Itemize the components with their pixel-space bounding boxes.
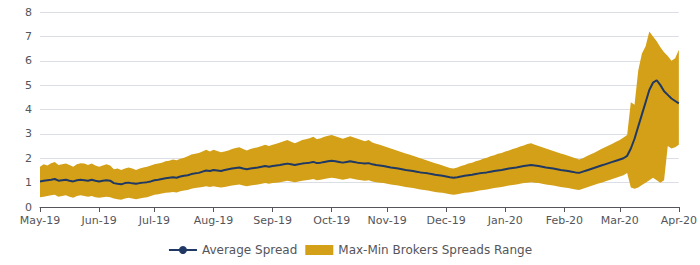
svg-text:8: 8: [25, 6, 32, 19]
svg-text:Sep-19: Sep-19: [253, 214, 292, 227]
svg-text:2: 2: [25, 152, 32, 165]
svg-text:6: 6: [25, 54, 32, 67]
svg-text:Average Spread: Average Spread: [202, 243, 297, 257]
svg-text:Oct-19: Oct-19: [313, 214, 350, 227]
svg-text:7: 7: [25, 30, 32, 43]
svg-text:Feb-20: Feb-20: [546, 214, 583, 227]
svg-text:Jul-19: Jul-19: [138, 214, 170, 227]
svg-text:Max-Min Brokers Spreads Range: Max-Min Brokers Spreads Range: [338, 243, 532, 257]
svg-text:Nov-19: Nov-19: [368, 214, 407, 227]
svg-text:5: 5: [25, 79, 32, 92]
svg-text:Jan-20: Jan-20: [487, 214, 523, 227]
svg-text:1: 1: [25, 176, 32, 189]
svg-text:May-19: May-19: [20, 214, 61, 227]
svg-text:3: 3: [25, 127, 32, 140]
svg-text:0: 0: [25, 201, 32, 214]
svg-text:4: 4: [25, 103, 32, 116]
svg-text:Aug-19: Aug-19: [194, 214, 233, 227]
svg-text:Apr-20: Apr-20: [661, 214, 697, 227]
svg-text:Mar-20: Mar-20: [601, 214, 639, 227]
svg-text:Jun-19: Jun-19: [81, 214, 117, 227]
svg-text:Dec-19: Dec-19: [427, 214, 466, 227]
